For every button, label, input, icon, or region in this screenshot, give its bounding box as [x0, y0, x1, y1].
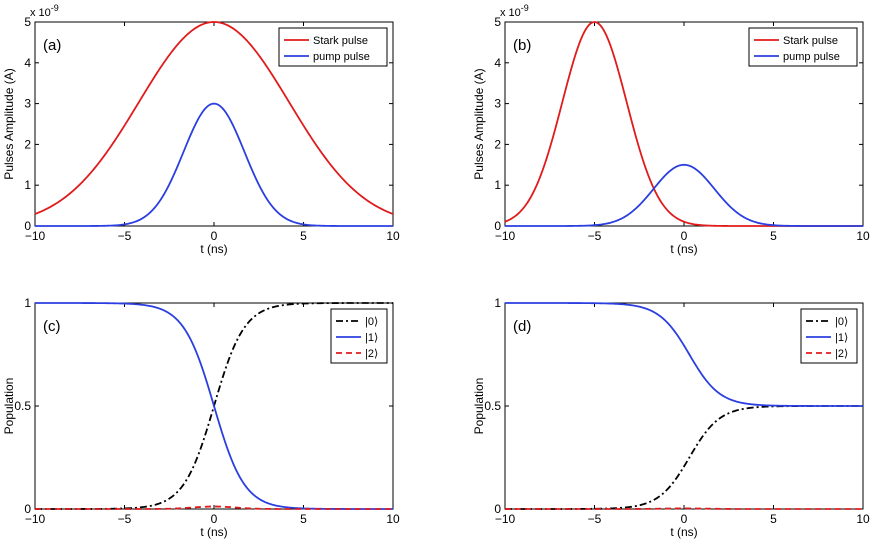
panel-label: (d): [513, 318, 531, 335]
legend-box: [330, 308, 388, 364]
y-exponent-label: x 10-9: [30, 3, 59, 19]
x-tick-label: −10: [25, 512, 46, 526]
legend-label-2: |2⟩: [835, 348, 848, 360]
legend-label-2: |2⟩: [365, 348, 378, 360]
x-tick-label: 5: [300, 512, 307, 526]
y-tick-label: 0.5: [14, 399, 31, 413]
y-tick-label: 4: [494, 56, 501, 70]
x-tick-label: −5: [118, 229, 132, 243]
y-tick-label: 3: [494, 97, 501, 111]
legend-label-0: |0⟩: [835, 316, 848, 328]
y-exponent-label: x 10-9: [500, 3, 529, 19]
legend-label-1: |1⟩: [365, 332, 378, 344]
legend-box: [800, 308, 858, 364]
series-line-1: [505, 302, 863, 407]
x-tick-label: 10: [856, 229, 870, 243]
panel-label: (a): [43, 37, 61, 54]
x-axis-label: t (ns): [200, 525, 227, 539]
y-tick-label: 0: [24, 502, 31, 516]
x-axis-label: t (ns): [670, 525, 697, 539]
y-tick-label: 1: [24, 178, 31, 192]
x-tick-label: −10: [495, 229, 516, 243]
legend: Stark pulse pump pulse: [278, 27, 388, 67]
legend: |0⟩ |1⟩ |2⟩: [330, 308, 388, 364]
y-tick-label: 1: [494, 296, 501, 310]
y-tick-label: 0: [24, 219, 31, 233]
legend-label-1: |1⟩: [835, 332, 848, 344]
x-tick-label: 5: [770, 229, 777, 243]
y-exponent-base: x 10: [500, 7, 521, 19]
x-tick-label: 0: [681, 229, 688, 243]
panel-label: (b): [513, 37, 531, 54]
x-tick-label: 0: [211, 512, 218, 526]
series-line-1: [505, 163, 863, 227]
panel-0: −10 −5 0 5 10 0 1 2 3 4 5 t (ns) Pulses Amplitude (A…: [2, 3, 400, 256]
legend-box: [278, 27, 388, 67]
x-axis-label: t (ns): [200, 242, 227, 256]
y-axis-label: Pulses Amplitude (A): [472, 68, 486, 179]
series-line-1: [35, 302, 393, 510]
y-tick-label: 1: [494, 178, 501, 192]
y-exponent-power: -9: [521, 3, 529, 13]
x-tick-label: 10: [386, 512, 400, 526]
y-tick-label: 0: [494, 219, 501, 233]
x-tick-label: −10: [25, 229, 46, 243]
y-exponent-power: -9: [51, 3, 59, 13]
y-axis-label: Pulses Amplitude (A): [2, 68, 16, 179]
legend-label-0: Stark pulse: [783, 35, 838, 47]
legend-label-1: pump pulse: [313, 51, 370, 63]
y-tick-label: 4: [24, 56, 31, 70]
y-tick-label: 5: [494, 15, 501, 29]
y-tick-label: 0: [494, 502, 501, 516]
panel-label: (c): [43, 318, 61, 335]
legend: Stark pulse pump pulse: [748, 27, 858, 67]
y-exponent-base: x 10: [30, 7, 51, 19]
legend: |0⟩ |1⟩ |2⟩: [800, 308, 858, 364]
legend-label-1: pump pulse: [783, 51, 840, 63]
x-tick-label: 10: [386, 229, 400, 243]
x-tick-label: 5: [770, 512, 777, 526]
x-tick-label: −10: [495, 512, 516, 526]
y-tick-label: 2: [24, 137, 31, 151]
x-tick-label: 0: [211, 229, 218, 243]
legend-label-0: |0⟩: [365, 316, 378, 328]
x-tick-label: −5: [588, 229, 602, 243]
x-tick-label: 0: [681, 512, 688, 526]
panel-1: −10 −5 0 5 10 0 1 2 3 4 5 t (ns) Pulses Amplitude (A…: [472, 3, 870, 256]
y-axis-label: Population: [2, 378, 16, 435]
y-tick-label: 1: [24, 296, 31, 310]
y-axis-label: Population: [472, 378, 486, 435]
x-axis-label: t (ns): [670, 242, 697, 256]
x-tick-label: −5: [118, 512, 132, 526]
legend-label-0: Stark pulse: [313, 35, 368, 47]
series-line-1: [35, 102, 393, 227]
x-tick-label: 5: [300, 229, 307, 243]
legend-box: [748, 27, 858, 67]
y-tick-label: 3: [24, 97, 31, 111]
x-tick-label: −5: [588, 512, 602, 526]
y-tick-label: 5: [24, 15, 31, 29]
y-tick-label: 2: [494, 137, 501, 151]
x-tick-label: 10: [856, 512, 870, 526]
series-line-0: [34, 21, 394, 215]
y-tick-label: 0.5: [484, 399, 501, 413]
